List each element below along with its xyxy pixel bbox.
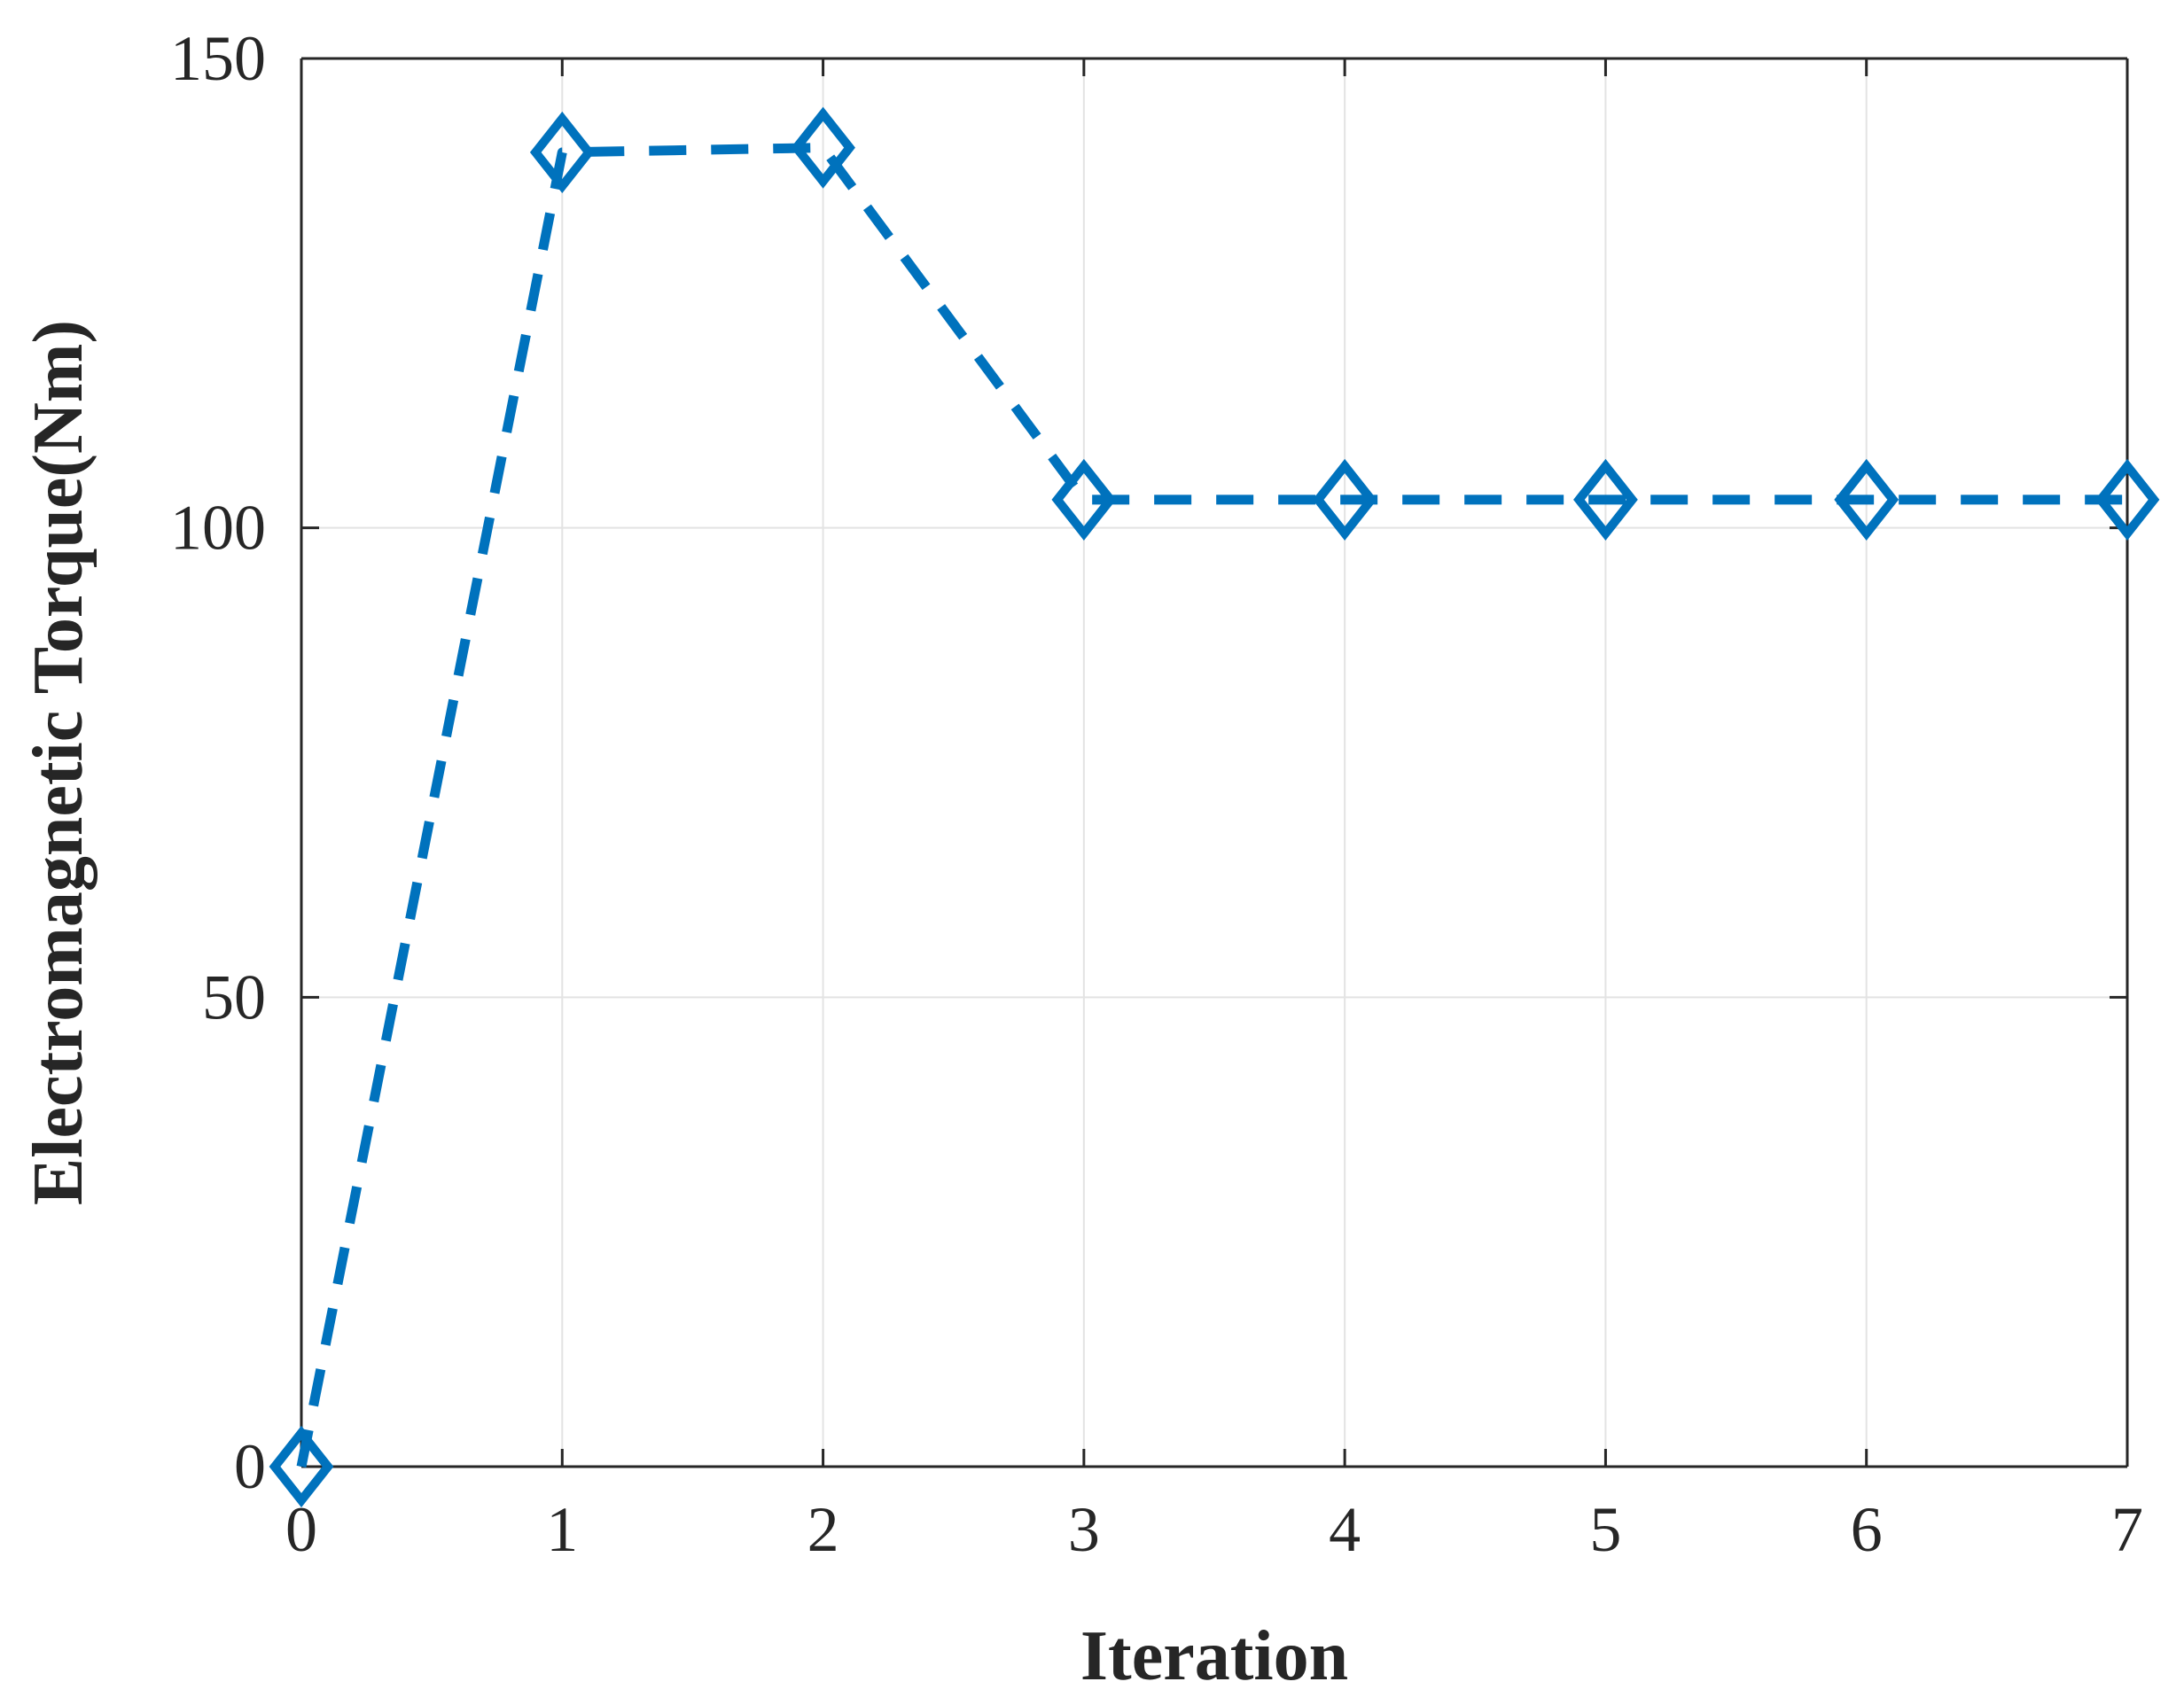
tick-labels: 0 1 2 3 4 5 6 7 0 50 100 150 (170, 23, 2143, 1565)
x-tick-label: 7 (2111, 1494, 2143, 1565)
y-tick-label: 150 (170, 23, 266, 94)
data-point-marker (791, 106, 855, 189)
data-point-marker (269, 1425, 334, 1508)
x-tick-label: 6 (1851, 1494, 1883, 1565)
y-tick-label: 0 (234, 1431, 266, 1502)
series-layer (269, 106, 2160, 1508)
data-point-marker (1312, 458, 1377, 541)
x-axis-title: Iteration (1080, 1617, 1348, 1695)
x-tick-label: 2 (807, 1494, 839, 1565)
x-tick-label: 4 (1329, 1494, 1361, 1565)
x-tick-label: 3 (1068, 1494, 1100, 1565)
data-point-marker (1834, 458, 1899, 541)
data-point-marker (1051, 458, 1117, 541)
x-tick-label: 0 (285, 1494, 317, 1565)
data-point-marker (529, 111, 595, 194)
series-line (296, 143, 2127, 1468)
x-tick-label: 5 (1589, 1494, 1621, 1565)
axes (300, 57, 2129, 1468)
y-tick-label: 100 (170, 493, 266, 564)
data-point-marker (2094, 458, 2160, 541)
y-tick-label: 50 (202, 961, 266, 1032)
data-point-marker (1573, 458, 1638, 541)
y-axis-title: Electromagnetic Torque(Nm) (20, 320, 98, 1205)
x-tick-label: 1 (546, 1494, 578, 1565)
